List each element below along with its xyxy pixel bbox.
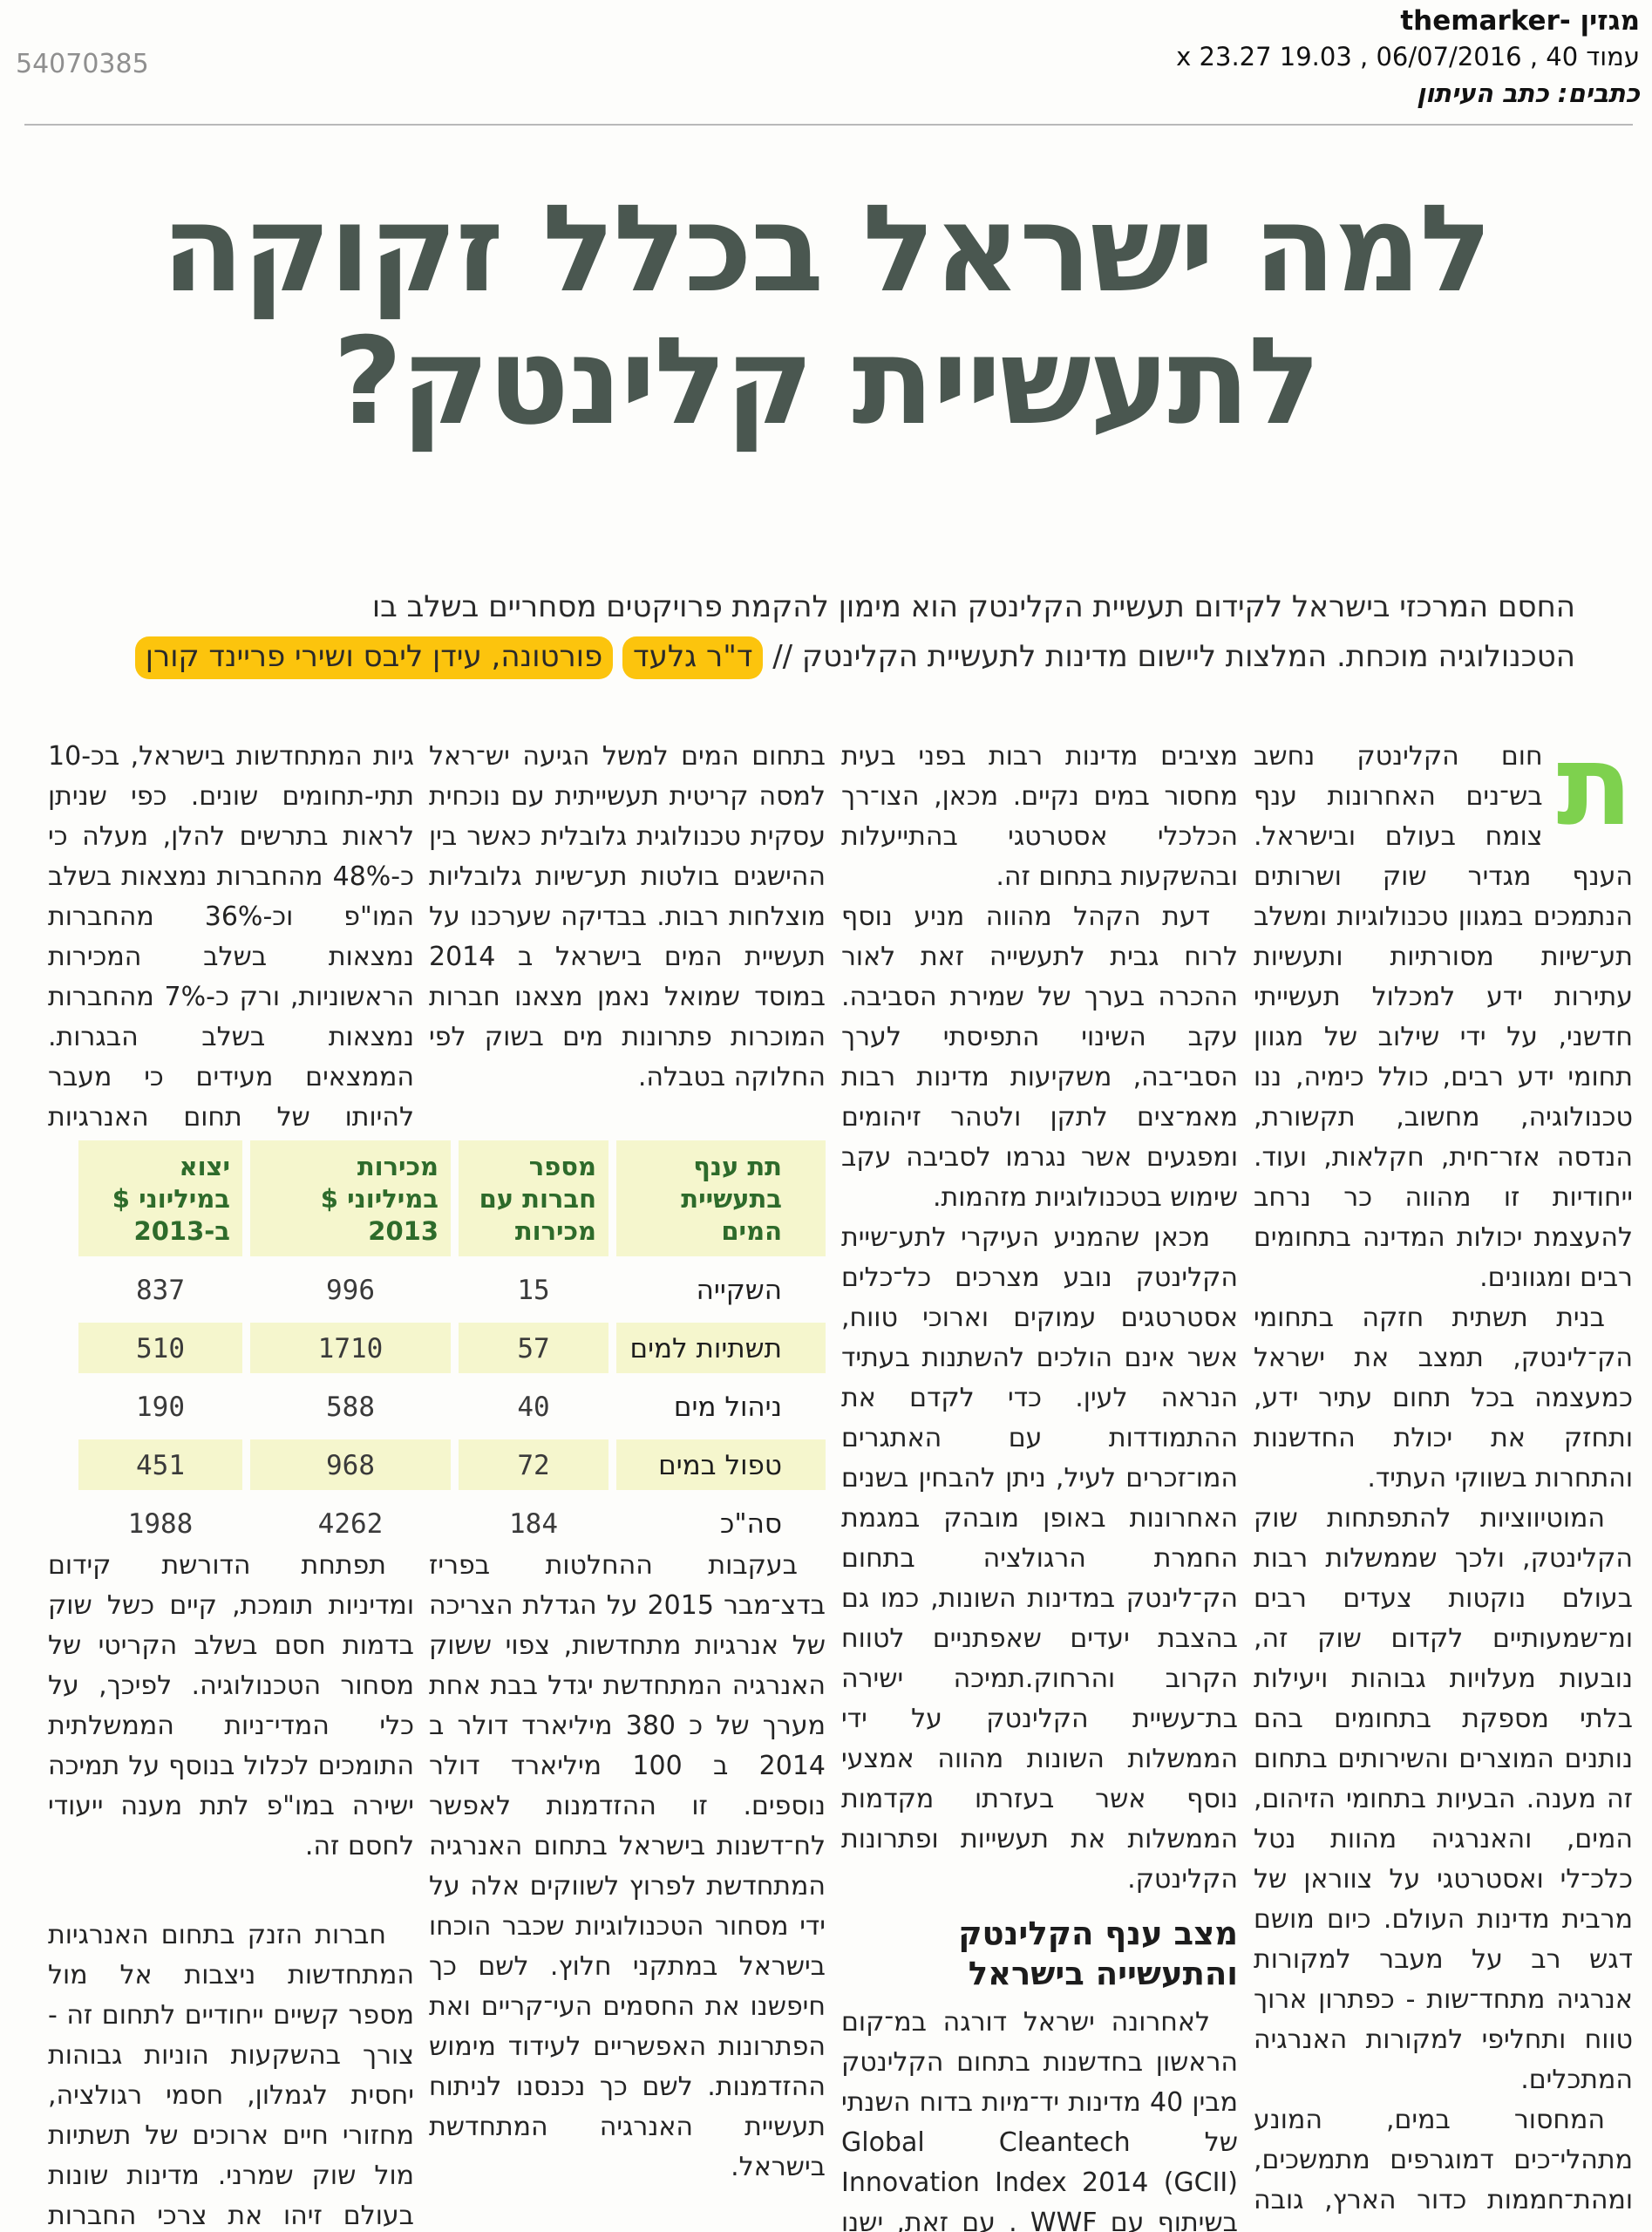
table-cell: 1710	[250, 1323, 451, 1373]
article-subhead: החסם המרכזי בישראל לקידום תעשיית הקלינטק…	[52, 582, 1575, 682]
paragraph: מכאן שהמניע העיקרי לתע־שיית הקלינטק נובע…	[841, 1222, 1238, 1895]
dropcap-letter: ת	[1556, 737, 1633, 851]
table-cell: 72	[459, 1439, 608, 1490]
credits-line: כתבים: כתב העיתון	[1417, 78, 1640, 108]
table-row-label: השקייה	[696, 1275, 782, 1306]
table-cell: 588	[326, 1392, 375, 1423]
headline-line2: לתעשיית קלינטק?	[332, 311, 1322, 452]
body-column-1: ת חום הקלינטק נחשב בש־נים האחרונות ענף צו…	[1254, 737, 1633, 2232]
table-header-sales: מכירות במיליוני $ 2013	[250, 1140, 451, 1256]
subhead-line2: הטכנולוגיה מוכחת. המלצות ליישום מדינות ל…	[763, 639, 1575, 674]
paragraph: לאחרונה ישראל דורגה במ־קום הראשון בחדשנו…	[841, 2007, 1238, 2232]
table-row-label: ניהול מים	[673, 1392, 782, 1423]
paragraph-text: חום הקלינטק נחשב בש־נים האחרונות ענף צומ…	[1254, 741, 1633, 1293]
author-highlight-2: פורטונה, עידן ליבס ושירי פריינד קורן	[134, 636, 614, 679]
table-total-cell: 4262	[317, 1508, 384, 1540]
section-subhead-line1: מצב ענף הקלינטק	[958, 1915, 1238, 1952]
headline-line1: למה ישראל בכלל זקוקה	[161, 179, 1492, 319]
body-column-4: גיות המתחדשות בישראל, בכ-10 תתי-תחומים ש…	[48, 737, 414, 2232]
table-cell: 510	[78, 1323, 242, 1373]
paragraph: דעת הקהל מהווה מניע נוסף לרוח גבית לתעשי…	[841, 902, 1238, 1213]
table-cell: 57	[459, 1323, 608, 1373]
paragraph: גיות המתחדשות בישראל, בכ-10 תתי-תחומים ש…	[48, 741, 414, 1133]
paragraph: מציבים מדינות רבות בפני בעית מחסור במים …	[841, 741, 1238, 892]
publication-title: מגזין -themarker	[1400, 5, 1640, 37]
paragraph-block: גיות המתחדשות בישראל, בכ-10 תתי-תחומים ש…	[48, 737, 414, 1140]
table-header-subsector: תת ענף בתעשיית המים	[616, 1140, 826, 1256]
paragraph-block: בתחום המים למשל הגיעה יש־ראל למסה קריטית…	[429, 737, 826, 1140]
table-header-exports: יצוא במיליוני $ ב-2013	[78, 1140, 242, 1256]
table-cell: 996	[326, 1275, 375, 1306]
table-header-companies: מספר חברות עם מכירות	[459, 1140, 608, 1256]
body-column-2: מציבים מדינות רבות בפני בעית מחסור במים …	[841, 737, 1238, 2232]
table-cell: 451	[78, 1439, 242, 1490]
paragraph: תפתחת הדורשת קידום ומדיניות תומכת, קיים …	[48, 1550, 414, 1861]
subhead-line1: החסם המרכזי בישראל לקידום תעשיית הקלינטק…	[371, 589, 1575, 624]
paragraph: בעקבות ההחלטות בפריז בדצ־מבר 2015 על הגד…	[429, 1550, 826, 2182]
body-column-3: בתחום המים למשל הגיעה יש־ראל למסה קריטית…	[429, 737, 826, 2232]
table-total-label: סה"כ	[719, 1508, 782, 1540]
table-cell: 837	[136, 1275, 185, 1306]
table-cell: 15	[517, 1275, 550, 1306]
paragraph: המחסור במים, המונע מתהלי־כים דמוגרפים מת…	[1254, 2105, 1633, 2232]
paragraph: המוטיווציות להתפתחות שוק הקלינטק, ולכך ש…	[1254, 1503, 1633, 2095]
article-headline: למה ישראל בכלל זקוקה לתעשיית קלינטק?	[0, 183, 1652, 448]
table-cell: 40	[517, 1392, 550, 1423]
table-row-label: תשתיות למים	[616, 1323, 826, 1373]
page-date-meta: עמוד 40 , 06/07/2016 , 19.03 x 23.27	[1176, 42, 1640, 71]
paragraph: בתחום המים למשל הגיעה יש־ראל למסה קריטית…	[429, 741, 826, 1092]
paragraph: ת חום הקלינטק נחשב בש־נים האחרונות ענף צו…	[1254, 737, 1633, 1298]
header-divider	[24, 124, 1633, 126]
table-row-label: טפול במים	[616, 1439, 826, 1490]
table-total-cell: 184	[509, 1508, 558, 1540]
paragraph: בנית תשתית חזקה בתחומי הק־לינטק, תמצב את…	[1254, 1303, 1633, 1494]
paragraph: חברות הזנק בתחום האנרגיות המתחדשות ניצבו…	[48, 1920, 414, 2231]
author-highlight-1: ד"ר גלעד	[622, 636, 764, 679]
section-subhead: מצב ענף הקלינטק והתעשייה בישראל	[841, 1914, 1238, 1994]
table-cell: 190	[136, 1392, 185, 1423]
document-number: 54070385	[16, 49, 149, 79]
water-industry-table: תת ענף בתעשיית המים מספר חברות עם מכירות…	[51, 1140, 826, 1548]
section-subhead-line2: והתעשייה בישראל	[968, 1955, 1238, 1992]
table-cell: 968	[250, 1439, 451, 1490]
table-total-cell: 1988	[127, 1508, 194, 1540]
